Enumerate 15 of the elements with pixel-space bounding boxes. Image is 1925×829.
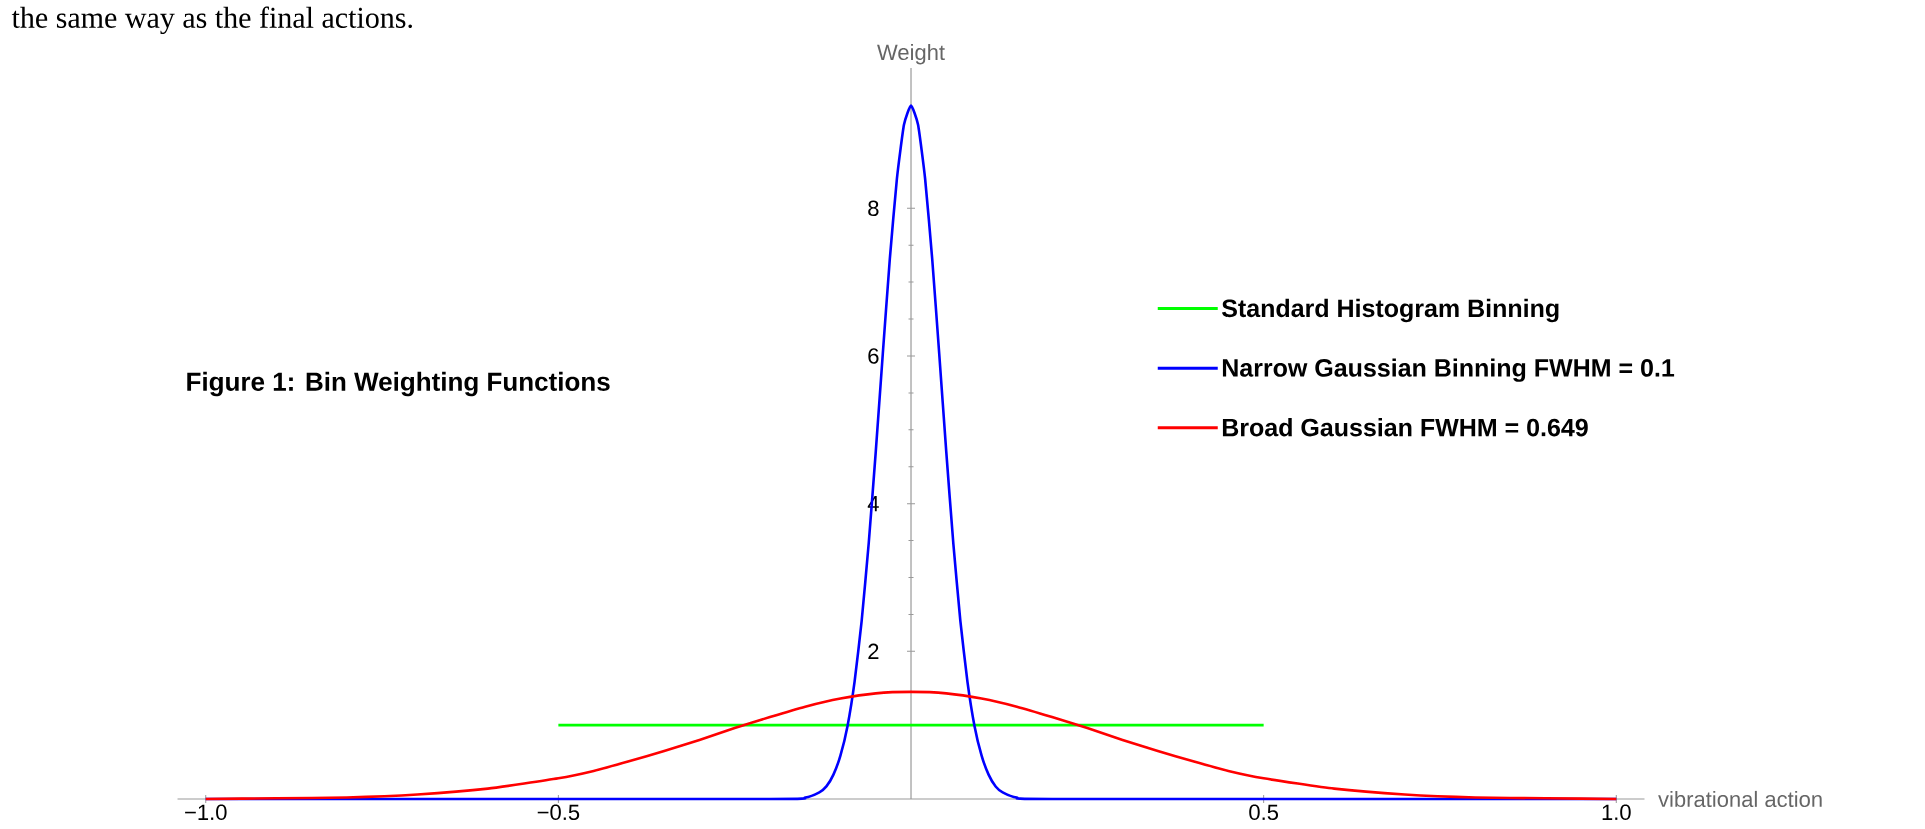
y-tick-label: 8	[868, 200, 879, 217]
x-tick-label: 1.0	[1602, 804, 1631, 821]
text: Figure 1: Bin Weighting Functions	[187, 371, 610, 397]
legend-label: Broad Gaussian FWHM = 0.649	[1222, 418, 1588, 437]
text: the same way as the final actions.	[11, 6, 412, 35]
y-tick-label: 2	[868, 643, 879, 659]
x-tick-label: 0.5	[1249, 804, 1279, 821]
y-tick-label: 6	[868, 348, 879, 364]
line-series	[204, 690, 1618, 801]
x-axis-title: vibrational action	[1658, 790, 1822, 808]
legend-label: Standard Histogram Binning	[1221, 298, 1559, 323]
y-axis-title: Weight	[877, 43, 945, 65]
legend-label: Narrow Gaussian Binning FWHM = 0.1	[1222, 358, 1675, 382]
x-tick-label: −0.5	[537, 804, 580, 821]
x-tick-label: −1.0	[185, 804, 227, 821]
